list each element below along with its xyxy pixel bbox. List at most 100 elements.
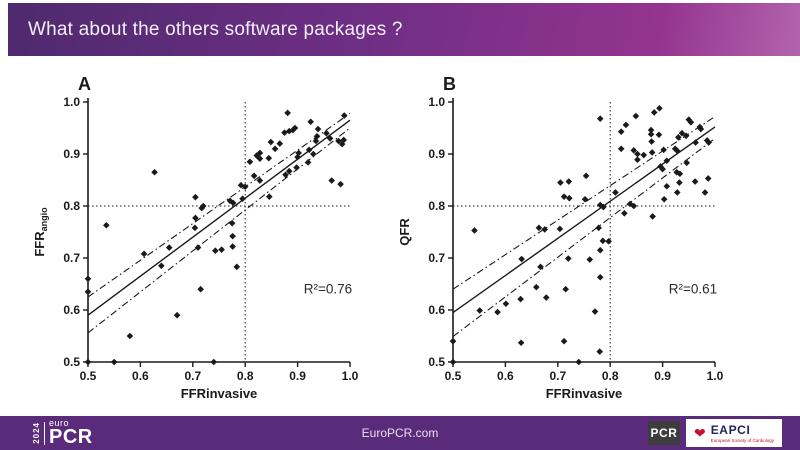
data-point — [337, 180, 344, 188]
data-point — [704, 175, 712, 182]
data-point — [293, 164, 300, 171]
y-tick-label: 0.8 — [63, 199, 80, 213]
data-point — [581, 195, 589, 203]
y-tick-label: 0.7 — [428, 251, 445, 265]
data-point — [600, 203, 607, 211]
data-point — [310, 150, 317, 158]
y-tick-label: 1.0 — [63, 95, 80, 109]
footer-badges: PCR ❤ EAPCI European Society of Cardiolo… — [647, 419, 782, 447]
data-point — [198, 204, 206, 212]
data-point — [285, 167, 293, 175]
data-point — [599, 237, 607, 245]
data-point — [517, 295, 524, 303]
confidence-band-lower — [452, 137, 716, 337]
data-point — [632, 112, 640, 120]
x-tick-label: 0.7 — [184, 369, 201, 383]
data-point — [253, 152, 261, 159]
data-point — [326, 135, 334, 142]
data-point — [140, 250, 148, 258]
regression-line — [87, 119, 351, 316]
slide-title: What about the others software packages … — [28, 18, 403, 40]
scatter-panel-b: 0.5 0.6 0.7 0.8 0.9 1.0 0.5 0.6 0.7 0.8 0.9 1.0 B FFR… — [395, 60, 760, 412]
data-point — [212, 247, 219, 255]
data-point — [647, 126, 655, 134]
data-point — [266, 193, 273, 200]
data-point — [517, 339, 525, 347]
data-point — [691, 178, 699, 185]
data-point — [194, 244, 202, 251]
data-point — [556, 225, 564, 233]
y-tick-label: 0.6 — [428, 303, 445, 317]
logo-divider — [44, 421, 45, 445]
data-point — [228, 219, 236, 227]
y-axis-label: QFR — [397, 218, 412, 246]
y-tick-label: 0.5 — [428, 355, 445, 369]
x-tick-label: 0.8 — [602, 369, 619, 383]
data-point — [103, 221, 110, 229]
data-point — [676, 170, 684, 178]
data-point — [494, 308, 501, 316]
data-point — [596, 246, 604, 254]
data-point — [701, 189, 709, 196]
data-point — [250, 172, 258, 180]
data-point — [192, 214, 199, 222]
x-tick-label: 0.9 — [289, 369, 306, 383]
data-point — [256, 177, 264, 184]
data-point — [648, 138, 655, 145]
regression-line — [452, 126, 716, 314]
data-point — [126, 332, 134, 340]
data-point — [542, 294, 550, 301]
r2-annotation: R²=0.76 — [304, 281, 352, 296]
data-point — [697, 125, 705, 133]
data-point — [655, 131, 663, 139]
panel-label-a: A — [78, 74, 91, 94]
data-point — [663, 157, 671, 165]
y-axis-label: FFRangio — [32, 207, 49, 257]
y-tick-label: 0.9 — [428, 147, 445, 161]
data-point — [229, 199, 237, 207]
data-point — [634, 156, 641, 164]
data-point — [562, 285, 569, 293]
data-point — [165, 244, 173, 251]
data-point — [241, 183, 249, 191]
data-point — [649, 213, 656, 220]
x-axis-label: FFRinvasive — [546, 386, 623, 401]
data-point — [476, 307, 484, 314]
data-point — [265, 154, 273, 162]
footer-bar: 2024 euro PCR EuroPCR.com PCR ❤ EAPCI Eu… — [0, 416, 800, 450]
y-tick-label: 0.7 — [63, 251, 80, 265]
data-point — [218, 246, 225, 253]
footer-url: EuroPCR.com — [361, 426, 439, 440]
data-point — [656, 104, 663, 112]
data-point — [586, 256, 594, 263]
data-point — [622, 121, 630, 129]
panel-label-b: B — [443, 74, 456, 94]
europcr-logo-pcr: PCR — [49, 426, 93, 448]
data-point — [692, 139, 699, 146]
data-point — [605, 238, 612, 245]
data-point — [566, 194, 573, 202]
data-point — [663, 182, 671, 190]
data-point — [502, 300, 510, 308]
data-point — [307, 118, 314, 126]
header-bar: What about the others software packages … — [8, 3, 800, 56]
data-point — [647, 130, 655, 138]
data-point — [673, 147, 681, 155]
x-tick-label: 0.5 — [80, 369, 97, 383]
confidence-band-lower — [87, 127, 351, 334]
x-tick-label: 1.0 — [342, 369, 359, 383]
data-point — [305, 146, 313, 154]
europcr-logo: 2024 euro PCR — [32, 419, 93, 448]
data-point — [518, 255, 525, 263]
data-point — [640, 151, 648, 159]
data-point — [328, 177, 335, 184]
scatter-chart-b: 0.5 0.6 0.7 0.8 0.9 1.00.50.60.70.80.91.0BFFR… — [397, 74, 724, 401]
data-point — [617, 128, 625, 135]
data-point — [256, 149, 264, 157]
eapci-tagline: European Society of Cardiology — [710, 437, 774, 443]
x-tick-label: 1.0 — [707, 369, 724, 383]
data-point — [630, 147, 638, 154]
x-tick-label: 0.7 — [549, 369, 566, 383]
data-point — [291, 124, 299, 132]
data-point — [687, 118, 695, 126]
